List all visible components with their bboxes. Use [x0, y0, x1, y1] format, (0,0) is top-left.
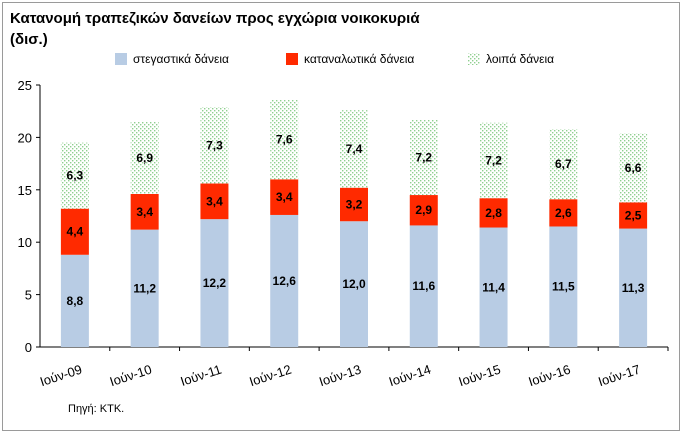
- x-tick-label: Ιούν-11: [179, 362, 224, 389]
- data-label: 2,8: [485, 206, 502, 220]
- legend-label: καταναλωτικά δάνεια: [304, 52, 414, 66]
- data-label: 8,8: [67, 294, 84, 308]
- x-tick-label: Ιούν-09: [38, 362, 84, 390]
- x-tick-label: Ιούν-16: [526, 362, 572, 390]
- bar-segment: [60, 142, 89, 209]
- bar-segment: [549, 226, 578, 347]
- y-tick-label: 15: [18, 183, 32, 198]
- data-label: 3,4: [276, 190, 293, 204]
- x-tick-label: Ιούν-17: [596, 362, 642, 390]
- data-label: 6,7: [555, 157, 572, 171]
- chart-title-line2: (δισ.): [10, 31, 48, 48]
- legend-label: λοιπά δάνεια: [486, 52, 554, 66]
- bar-segment: [60, 208, 89, 255]
- data-label: 12,2: [203, 276, 227, 290]
- y-tick-label: 10: [18, 235, 32, 250]
- legend-swatch: [286, 53, 298, 65]
- bar-segment: [340, 110, 368, 188]
- bar-segment: [549, 199, 578, 227]
- data-label: 12,6: [273, 274, 297, 288]
- bar-segment: [619, 133, 648, 203]
- data-label: 2,9: [415, 203, 432, 217]
- x-tick-label: Ιούν-13: [317, 362, 363, 390]
- bar-segment: [130, 121, 159, 194]
- data-label: 7,6: [276, 132, 293, 146]
- bar-segment: [340, 187, 368, 222]
- legend-swatch: [468, 53, 480, 65]
- data-label: 7,2: [485, 153, 502, 167]
- x-tick-label: Ιούν-10: [108, 362, 154, 390]
- bar-segment: [409, 225, 438, 347]
- data-label: 11,3: [622, 281, 645, 295]
- x-tick-label: Ιούν-14: [387, 362, 433, 390]
- y-tick-label: 20: [18, 130, 32, 145]
- data-label: 6,3: [67, 169, 84, 183]
- bar-segment: [479, 122, 508, 199]
- data-label: 2,6: [555, 206, 572, 220]
- y-tick-label: 5: [25, 288, 32, 303]
- data-label: 3,2: [346, 197, 363, 211]
- bar-segment: [619, 202, 648, 229]
- y-tick-label: 0: [25, 340, 32, 355]
- bar-segment: [619, 228, 648, 347]
- bars: 8,8 4,4 6,3 11,2 3,4 6,9 12,2 3,4 7,3 12,6 3,4 7,6 1…: [60, 99, 648, 347]
- bar-segment: [200, 107, 229, 184]
- data-label: 7,4: [346, 142, 363, 156]
- bar-segment: [549, 129, 578, 200]
- data-label: 11,6: [412, 279, 435, 293]
- bar-segment: [479, 227, 508, 347]
- x-tick-label: Ιούν-15: [457, 362, 503, 390]
- data-label: 11,5: [552, 280, 575, 294]
- data-label: 2,5: [625, 208, 642, 222]
- y-tick-label: 25: [18, 78, 32, 93]
- bar-segment: [200, 183, 229, 220]
- data-label: 11,4: [482, 280, 505, 294]
- chart-title-line1: Κατανομή τραπεζικών δανείων προς εγχώρια…: [10, 10, 420, 27]
- bar-segment: [270, 179, 299, 215]
- bar-segment: [130, 193, 159, 230]
- data-label: 4,4: [67, 225, 84, 239]
- bar-segment: [60, 254, 89, 347]
- bar-segment: [340, 221, 368, 347]
- legend-label: στεγαστικά δάνεια: [133, 52, 229, 66]
- data-label: 12,0: [342, 277, 366, 291]
- data-label: 3,4: [206, 194, 223, 208]
- bar-segment: [130, 229, 159, 347]
- bar-segment: [270, 99, 299, 180]
- data-label: 11,2: [133, 281, 156, 295]
- data-label: 3,4: [136, 205, 153, 219]
- x-tick-label: Ιούν-12: [247, 362, 293, 390]
- bar-segment: [479, 198, 508, 228]
- bar-segment: [200, 219, 229, 347]
- data-label: 7,3: [206, 138, 223, 152]
- bar-segment: [270, 214, 299, 347]
- bar-segment: [409, 119, 438, 196]
- data-label: 7,2: [415, 150, 432, 164]
- legend: στεγαστικά δάνεια καταναλωτικά δάνεια λοιπ…: [115, 52, 554, 66]
- legend-swatch: [115, 53, 127, 65]
- data-label: 6,6: [625, 161, 642, 175]
- bar-segment: [409, 195, 438, 226]
- data-label: 6,9: [136, 151, 153, 165]
- source-note: Πηγή: ΚΤΚ.: [68, 403, 124, 415]
